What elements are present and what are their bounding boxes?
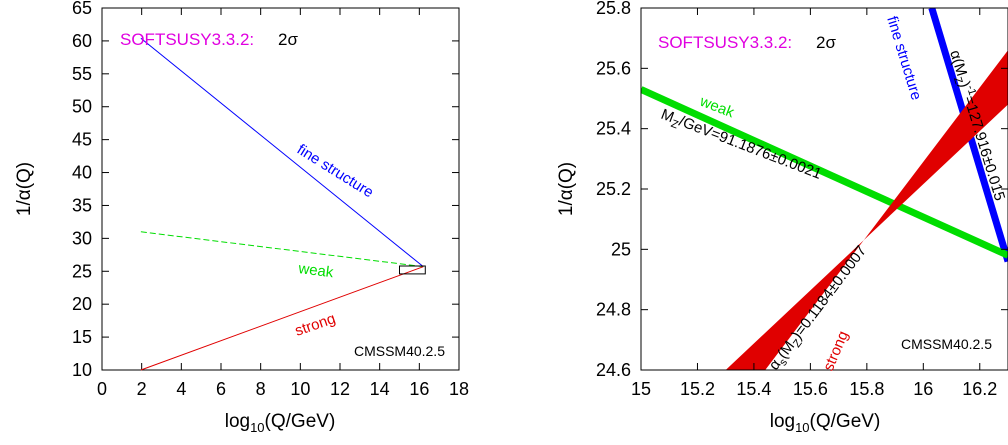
left-xtick-label: 12: [330, 379, 350, 399]
right-ytick-label: 25: [611, 239, 631, 259]
right-series-weak-line: [641, 86, 1008, 259]
left-ytick-label: 10: [72, 360, 92, 380]
right-header-label: SOFTSUSY3.3.2:: [658, 33, 792, 52]
left-series-weak-line: [140, 231, 424, 268]
left-ytick-label: 25: [72, 261, 92, 281]
left-series: [140, 37, 424, 371]
left-ytick-label: 55: [72, 64, 92, 84]
right-y-axis-label: 1/α(Q): [556, 162, 577, 216]
right-annotation-alphas: αs(MZ)=0.1184±0.0007: [766, 243, 873, 376]
right-annotation-mz: MZ/GeV=91.1876±0.0021: [657, 106, 823, 186]
right-chart: 15 15.2 15.4 15.6 15.8 16 16.2 24.6 24.8 25 25.2 25…: [556, 0, 1008, 435]
right-ticks: 15 15.2 15.4 15.6 15.8 16 16.2 24.6 24.8 25 25.2 25…: [596, 0, 1008, 399]
left-xtick-label: 0: [97, 379, 107, 399]
right-label-fine-structure: fine structure: [883, 14, 925, 102]
right-xtick-label: 15.6: [793, 379, 828, 399]
right-ytick-label: 25.8: [596, 0, 631, 18]
right-model-label: CMSSM40.2.5: [901, 336, 992, 352]
left-ytick-label: 20: [72, 294, 92, 314]
right-header-sigma: 2σ: [816, 33, 836, 52]
left-ytick-label: 45: [72, 130, 92, 150]
left-ytick-label: 50: [72, 97, 92, 117]
left-y-axis-label: 1/α(Q): [14, 162, 35, 216]
left-ytick-label: 35: [72, 195, 92, 215]
left-ytick-label: 15: [72, 327, 92, 347]
right-xtick-label: 15.4: [736, 379, 771, 399]
left-ytick-label: 30: [72, 228, 92, 248]
right-ytick-label: 25.2: [596, 179, 631, 199]
left-model-label: CMSSM40.2.5: [354, 343, 445, 359]
right-ytick-label: 24.6: [596, 360, 631, 380]
left-series-fine-structure-line: [140, 37, 424, 268]
left-header-sigma: 2σ: [278, 30, 298, 49]
left-xtick-label: 16: [409, 379, 429, 399]
left-label-strong: strong: [293, 310, 338, 340]
left-xtick-label: 2: [137, 379, 147, 399]
right-xtick-label: 15.8: [849, 379, 884, 399]
left-xtick-label: 14: [370, 379, 390, 399]
right-ytick-label: 25.6: [596, 58, 631, 78]
left-ticks: 0 2 4 6 8 10 12 14 16 18 10 15 20 25 30 35 40 45 50 55 60 65: [72, 0, 469, 399]
left-chart: 0 2 4 6 8 10 12 14 16 18101520253035404550556065 …: [14, 0, 469, 435]
left-xtick-label: 4: [176, 379, 186, 399]
left-label-fine-structure: fine structure: [294, 141, 377, 201]
right-x-axis-label: log10(Q/GeV): [770, 411, 881, 435]
left-header-label: SOFTSUSY3.3.2:: [120, 30, 254, 49]
right-xtick-label: 15.2: [680, 379, 715, 399]
right-xtick-label: 16.2: [962, 379, 997, 399]
right-label-strong: strong: [820, 329, 852, 374]
right-ytick-label: 24.8: [596, 300, 631, 320]
left-ytick-label: 65: [72, 0, 92, 18]
left-x-axis-label: log10(Q/GeV): [225, 411, 336, 435]
left-plot-frame: [101, 7, 460, 371]
left-ytick-label: 40: [72, 163, 92, 183]
right-ytick-label: 25.4: [596, 119, 631, 139]
left-label-weak: weak: [297, 260, 335, 281]
left-xtick-label: 18: [449, 379, 469, 399]
right-xtick-label: 15: [631, 379, 651, 399]
left-xtick-label: 6: [216, 379, 226, 399]
left-xtick-label: 10: [290, 379, 310, 399]
right-xtick-label: 16: [913, 379, 933, 399]
left-xtick-label: 8: [256, 379, 266, 399]
zoom-region-box: [399, 265, 426, 275]
left-series-strong-line: [140, 266, 424, 371]
right-series: [641, 8, 1008, 370]
left-ytick-label: 60: [72, 31, 92, 51]
